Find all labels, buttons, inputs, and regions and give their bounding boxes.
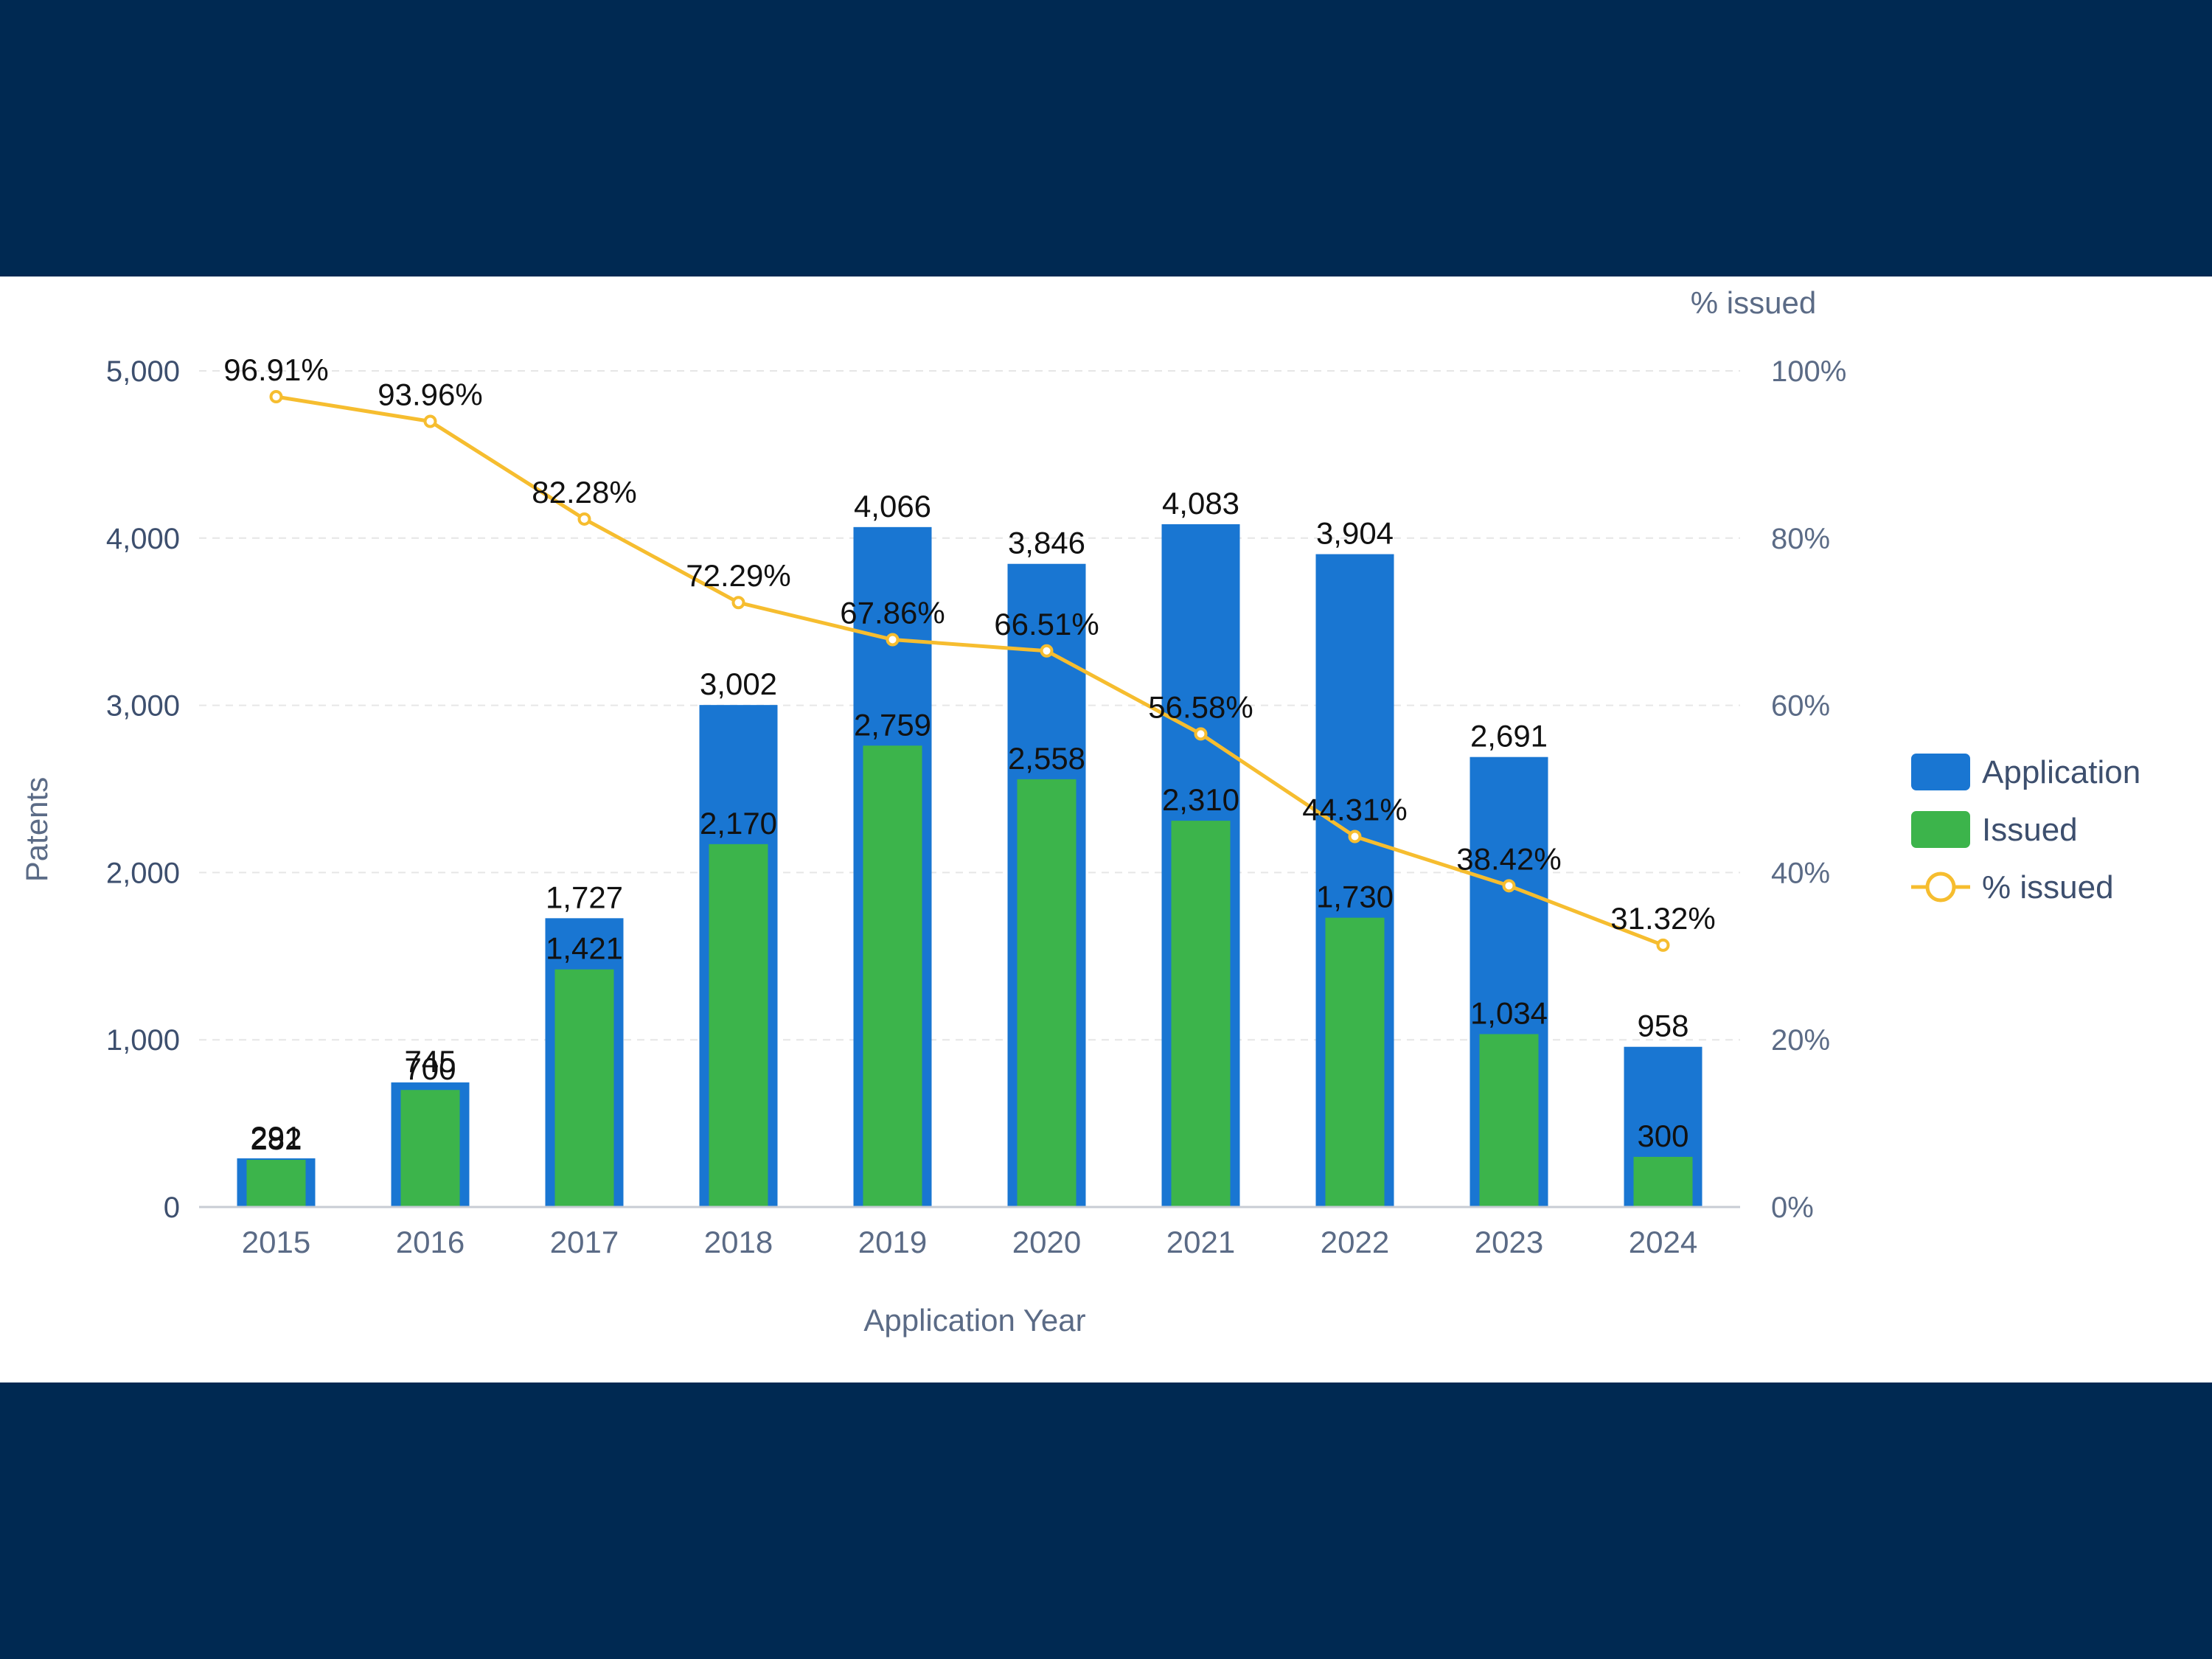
legend-item-issued[interactable]: Issued (1911, 811, 2078, 848)
y-tick-label: 2,000 (106, 857, 180, 889)
x-tick-label: 2015 (242, 1225, 310, 1259)
data-label-percent-issued: 82.28% (532, 475, 636, 509)
legend-swatch-issued (1911, 811, 1970, 848)
bar-issued (863, 745, 922, 1207)
percent-issued-point (1348, 830, 1362, 844)
x-tick-label: 2018 (704, 1225, 773, 1259)
chart-panel: 291 282 745 700 1,727 1,421 3,002 2,170 4,066 2,7… (0, 276, 2212, 1382)
percent-issued-point (423, 414, 437, 428)
data-label-issued: 282 (250, 1121, 302, 1156)
legend-label-percent-issued: % issued (1982, 869, 2114, 905)
y2-tick-label: 100% (1771, 355, 1846, 388)
bar-issued (1633, 1156, 1693, 1207)
data-label-issued: 2,310 (1162, 782, 1239, 817)
gridlines (199, 370, 1740, 1041)
data-label-percent-issued: 96.91% (223, 352, 328, 387)
y2-axis-title: % issued (1691, 285, 1816, 320)
bar-issued (1017, 779, 1077, 1207)
percent-issued-point (1040, 644, 1054, 658)
y-tick-label: 5,000 (106, 355, 180, 388)
x-axis-title: Application Year (863, 1303, 1085, 1338)
data-label-application: 3,002 (700, 667, 777, 701)
axes: 0 1,000 2,000 3,000 4,000 5,000 0% 20% 40% 60% 80%… (106, 355, 1846, 1259)
data-label-percent-issued: 38.42% (1456, 841, 1561, 876)
bar-issued (709, 844, 768, 1207)
data-label-application: 1,727 (546, 880, 623, 914)
data-label-application: 4,083 (1162, 486, 1239, 521)
data-label-application: 958 (1637, 1009, 1688, 1043)
legend-item-percent-issued[interactable]: % issued (1911, 869, 2114, 905)
data-label-application: 3,904 (1316, 516, 1394, 551)
x-tick-label: 2020 (1012, 1225, 1081, 1259)
percent-issued-point (886, 633, 900, 647)
bar-issued (1479, 1034, 1539, 1207)
bar-issued (554, 969, 614, 1207)
y-tick-label: 1,000 (106, 1024, 180, 1057)
legend-label-issued: Issued (1982, 812, 2078, 848)
percent-issued-point (1502, 879, 1516, 893)
data-label-application: 2,691 (1470, 719, 1548, 754)
y2-tick-label: 60% (1771, 690, 1830, 723)
data-label-percent-issued: 44.31% (1302, 793, 1407, 827)
legend: Application Issued % issued (1911, 754, 2140, 905)
data-label-percent-issued: 66.51% (994, 607, 1099, 641)
data-label-application: 745 (404, 1044, 456, 1079)
bars (237, 524, 1703, 1207)
x-tick-label: 2017 (550, 1225, 619, 1259)
percent-issued-point (269, 390, 283, 404)
data-label-percent-issued: 67.86% (840, 595, 945, 630)
x-tick-label: 2023 (1475, 1225, 1543, 1259)
bar-issued (246, 1160, 306, 1207)
y2-tick-label: 0% (1771, 1192, 1814, 1224)
legend-item-application[interactable]: Application (1911, 754, 2140, 790)
percent-issued-point (1656, 938, 1670, 952)
data-label-issued: 300 (1637, 1119, 1688, 1153)
data-label-percent-issued: 31.32% (1610, 901, 1715, 936)
y-tick-label: 3,000 (106, 690, 180, 723)
data-label-percent-issued: 72.29% (686, 558, 790, 593)
data-label-issued: 2,759 (854, 707, 931, 742)
bar-issued (1171, 821, 1231, 1207)
x-tick-label: 2022 (1321, 1225, 1389, 1259)
data-label-application: 291 (250, 1120, 302, 1155)
data-label-application: 3,846 (1008, 526, 1085, 560)
percent-issued-point (1194, 727, 1208, 741)
x-tick-label: 2016 (396, 1225, 465, 1259)
data-label-issued: 1,034 (1470, 995, 1548, 1030)
y2-tick-label: 20% (1771, 1024, 1830, 1057)
bar-issued (400, 1090, 460, 1207)
data-label-issued: 1,730 (1316, 880, 1394, 914)
bar-issued (1325, 917, 1385, 1207)
x-tick-label: 2024 (1629, 1225, 1697, 1259)
percent-issued-point (731, 596, 745, 610)
data-label-issued: 1,421 (546, 931, 623, 966)
percent-issued-line (276, 394, 1664, 947)
legend-marker-percent-issued (1925, 872, 1956, 902)
y2-tick-label: 80% (1771, 523, 1830, 555)
data-label-percent-issued: 56.58% (1148, 689, 1253, 724)
legend-swatch-application (1911, 754, 1970, 790)
data-label-application: 4,066 (854, 489, 931, 524)
percent-issued-point (577, 512, 591, 526)
y-tick-label: 4,000 (106, 523, 180, 555)
data-label-percent-issued: 93.96% (378, 377, 482, 411)
data-label-issued: 2,170 (700, 806, 777, 841)
legend-label-application: Application (1982, 754, 2140, 790)
y2-tick-label: 40% (1771, 857, 1830, 889)
y-axis-title: Patents (19, 777, 54, 882)
percent-line (269, 390, 1670, 952)
data-label-issued: 700 (404, 1051, 456, 1086)
y-tick-label: 0 (164, 1192, 180, 1224)
x-tick-label: 2021 (1166, 1225, 1235, 1259)
data-label-issued: 2,558 (1008, 741, 1085, 776)
x-tick-label: 2019 (858, 1225, 927, 1259)
